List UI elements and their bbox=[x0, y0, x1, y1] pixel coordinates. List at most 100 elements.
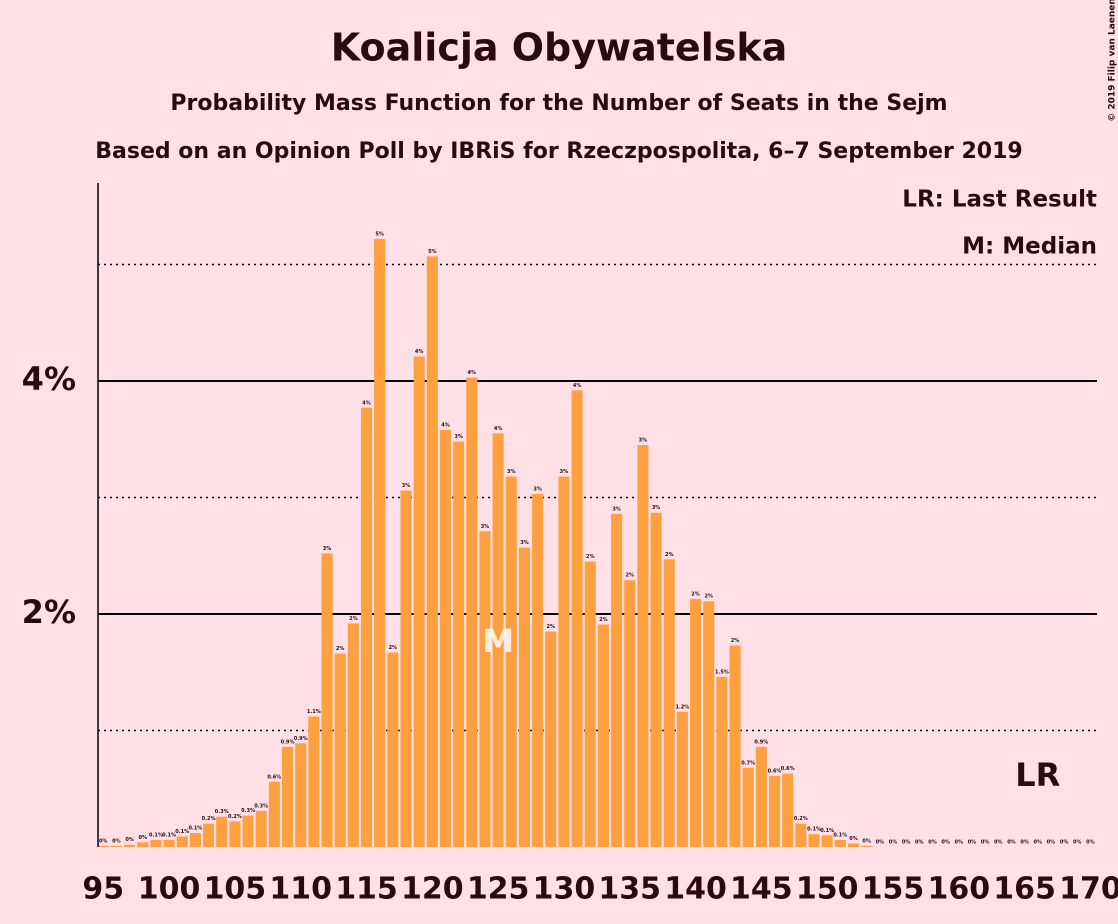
bar bbox=[624, 580, 636, 847]
value-label: 0.9% bbox=[294, 736, 308, 742]
bar bbox=[690, 598, 702, 847]
bar bbox=[189, 833, 201, 847]
value-label: 1.2% bbox=[675, 704, 689, 710]
bar bbox=[387, 652, 399, 847]
copyright: © 2019 Filip van Laenen bbox=[1108, 0, 1118, 122]
value-label: 0.1% bbox=[833, 833, 847, 839]
value-label: 0% bbox=[99, 838, 108, 844]
value-label: 0.3% bbox=[254, 803, 268, 809]
value-label: 0.1% bbox=[820, 828, 834, 834]
bar bbox=[861, 845, 873, 847]
chart-subtitle: Probability Mass Function for the Number… bbox=[170, 91, 947, 116]
bar bbox=[650, 512, 662, 847]
legend-entry: LR: Last Result bbox=[902, 187, 1097, 213]
bar bbox=[545, 631, 557, 847]
bar bbox=[532, 494, 544, 847]
bar bbox=[611, 513, 623, 847]
x-tick-label: 155 bbox=[862, 872, 925, 907]
value-label: 0% bbox=[968, 840, 977, 846]
value-label: 0.3% bbox=[215, 809, 229, 815]
value-label: 0% bbox=[889, 840, 898, 846]
value-label: 0.1% bbox=[175, 829, 189, 835]
bar bbox=[729, 645, 741, 847]
value-label: 0% bbox=[125, 837, 134, 843]
bar bbox=[400, 490, 412, 847]
value-label: 2% bbox=[599, 617, 608, 623]
x-tick-label: 115 bbox=[335, 872, 398, 907]
value-label: 1.1% bbox=[307, 709, 321, 715]
bar bbox=[334, 653, 346, 847]
bar bbox=[229, 821, 241, 847]
value-label: 0.2% bbox=[794, 816, 808, 822]
value-label: 0% bbox=[1073, 840, 1082, 846]
value-label: 3% bbox=[323, 546, 332, 552]
value-label: 0.1% bbox=[188, 826, 202, 832]
value-label: 0% bbox=[1020, 840, 1029, 846]
bar bbox=[479, 531, 491, 847]
value-label: 5% bbox=[375, 231, 384, 237]
x-tick-label: 100 bbox=[138, 872, 201, 907]
bar bbox=[571, 390, 583, 847]
value-label: 0% bbox=[1086, 840, 1095, 846]
bar bbox=[492, 433, 504, 847]
value-label: 0.6% bbox=[768, 768, 782, 774]
value-label: 2% bbox=[704, 594, 713, 600]
last-result-marker: LR bbox=[1015, 756, 1060, 794]
value-label: 0.6% bbox=[267, 774, 281, 780]
value-label: 0% bbox=[849, 836, 858, 842]
bar bbox=[110, 845, 122, 847]
x-tick-label: 145 bbox=[730, 872, 793, 907]
value-label: 0% bbox=[862, 838, 871, 844]
value-label: 0% bbox=[928, 840, 937, 846]
value-label: 0.1% bbox=[162, 833, 176, 839]
bar bbox=[439, 429, 452, 847]
bar bbox=[360, 407, 373, 847]
x-tick-label: 105 bbox=[204, 872, 267, 907]
bar bbox=[374, 238, 386, 848]
value-label: 5% bbox=[428, 249, 437, 255]
x-tick-label: 160 bbox=[927, 872, 990, 907]
bar bbox=[663, 559, 675, 847]
bar bbox=[308, 716, 320, 847]
value-label: 2% bbox=[691, 591, 700, 597]
x-tick-label: 135 bbox=[598, 872, 661, 907]
value-label: 0% bbox=[1034, 840, 1043, 846]
value-label: 0% bbox=[112, 838, 121, 844]
bar bbox=[808, 834, 820, 847]
bar bbox=[782, 773, 794, 847]
legend-entry: M: Median bbox=[962, 234, 1097, 260]
bar bbox=[97, 845, 109, 847]
bar bbox=[558, 476, 570, 847]
bar bbox=[505, 476, 517, 847]
value-label: 0.3% bbox=[241, 808, 255, 814]
bar bbox=[703, 601, 715, 847]
bar bbox=[413, 356, 425, 847]
value-label: 1.5% bbox=[715, 669, 729, 675]
value-label: 0.1% bbox=[149, 833, 163, 839]
x-tick-label: 170 bbox=[1059, 872, 1118, 907]
value-label: 0.1% bbox=[807, 827, 821, 833]
value-label: 3% bbox=[481, 524, 490, 530]
value-label: 0.9% bbox=[281, 739, 295, 745]
y-tick-label: 2% bbox=[22, 593, 76, 631]
value-label: 2% bbox=[349, 616, 358, 622]
bar bbox=[216, 816, 228, 847]
value-label: 2% bbox=[731, 638, 740, 644]
bar bbox=[321, 553, 333, 847]
value-label: 3% bbox=[520, 540, 529, 546]
value-label: 2% bbox=[586, 554, 595, 560]
value-label: 4% bbox=[494, 426, 503, 432]
value-label: 0% bbox=[1047, 840, 1056, 846]
bar bbox=[176, 836, 188, 847]
x-tick-label: 165 bbox=[993, 872, 1056, 907]
bar bbox=[150, 840, 162, 847]
x-tick-label: 140 bbox=[664, 872, 727, 907]
bar bbox=[755, 746, 767, 847]
value-label: 4% bbox=[468, 370, 477, 376]
bar bbox=[137, 842, 149, 847]
value-label: 0.6% bbox=[781, 766, 795, 772]
value-label: 3% bbox=[612, 506, 621, 512]
value-label: 2% bbox=[389, 645, 398, 651]
value-label: 2% bbox=[547, 624, 556, 630]
